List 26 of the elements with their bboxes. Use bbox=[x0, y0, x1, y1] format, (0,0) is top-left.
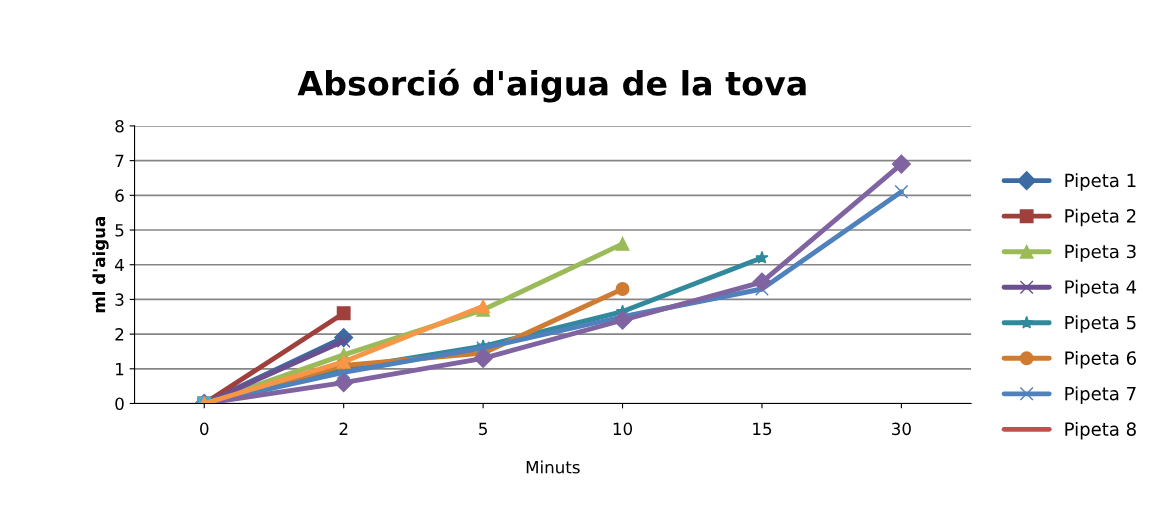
x-tick-label: 30 bbox=[892, 422, 911, 436]
legend-label: Pipeta 8 bbox=[1065, 421, 1136, 440]
y-tick-label: 7 bbox=[115, 154, 124, 167]
y-tick-label: 0 bbox=[115, 397, 124, 411]
legend-label: Pipeta 7 bbox=[1065, 386, 1136, 404]
y-tick-label: 6 bbox=[115, 189, 124, 202]
y-axis-title: ml d'aigua bbox=[92, 217, 109, 313]
legend-label: Pipeta 5 bbox=[1065, 315, 1136, 333]
legend-label: Pipeta 1 bbox=[1065, 173, 1136, 191]
y-tick-label: 1 bbox=[116, 362, 124, 376]
x-tick-label: 0 bbox=[200, 422, 209, 436]
x-axis-title: Minuts bbox=[526, 460, 580, 474]
y-tick-label: 2 bbox=[115, 328, 124, 341]
x-tick-label: 5 bbox=[479, 422, 487, 436]
y-tick-label: 4 bbox=[115, 258, 124, 272]
y-tick-label: 8 bbox=[115, 119, 124, 133]
x-tick-label: 15 bbox=[753, 422, 772, 436]
legend-label: Pipeta 3 bbox=[1065, 244, 1136, 262]
legend-label: Pipeta 6 bbox=[1065, 350, 1136, 369]
x-tick-label: 2 bbox=[339, 422, 348, 435]
legend-label: Pipeta 2 bbox=[1065, 208, 1136, 227]
y-tick-label: 5 bbox=[115, 224, 124, 237]
y-tick-label: 3 bbox=[115, 293, 124, 306]
legend-label: Pipeta 4 bbox=[1065, 279, 1137, 298]
x-tick-label: 10 bbox=[613, 422, 633, 436]
chart-title: Absorció d'aigua de la tova bbox=[297, 68, 806, 103]
